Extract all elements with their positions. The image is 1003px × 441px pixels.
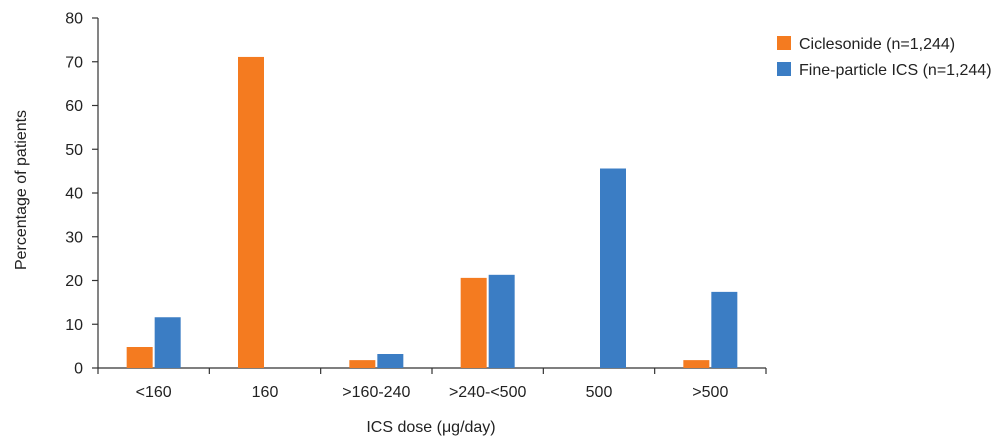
legend-swatch bbox=[777, 36, 791, 50]
y-axis: 0 10 20 30 40 50 60 70 80 bbox=[65, 11, 99, 378]
bars bbox=[126, 56, 738, 368]
bar-ciclesonide bbox=[460, 277, 487, 368]
y-tick-label: 20 bbox=[65, 273, 83, 290]
legend: Ciclesonide (n=1,244) Fine-particle ICS (… bbox=[777, 36, 992, 79]
y-ticks: 0 10 20 30 40 50 60 70 80 bbox=[65, 11, 98, 378]
y-tick-label: 30 bbox=[65, 229, 83, 246]
y-axis-title: Percentage of patients bbox=[13, 110, 30, 270]
bar-fine-particle-ics bbox=[154, 317, 181, 368]
y-tick-label: 80 bbox=[65, 11, 83, 28]
y-tick-label: 40 bbox=[65, 186, 83, 203]
bar-fine-particle-ics bbox=[600, 168, 626, 368]
x-ticks: <160 160 >160-240 >240-<500 500 >500 bbox=[97, 368, 767, 401]
x-tick-label: >160-240 bbox=[342, 384, 410, 401]
legend-swatch bbox=[777, 62, 791, 76]
y-tick-label: 0 bbox=[74, 361, 83, 378]
y-tick-label: 10 bbox=[65, 317, 83, 334]
x-axis-title: ICS dose (μg/day) bbox=[366, 419, 495, 436]
bar-fine-particle-ics bbox=[488, 274, 515, 368]
x-tick-label: 160 bbox=[252, 384, 279, 401]
x-tick-label: >240-<500 bbox=[449, 384, 527, 401]
y-tick-label: 60 bbox=[65, 98, 83, 115]
x-axis: <160 160 >160-240 >240-<500 500 >500 bbox=[97, 367, 767, 401]
bar-fine-particle-ics bbox=[711, 291, 738, 368]
x-tick-label: 500 bbox=[586, 384, 613, 401]
y-tick-label: 50 bbox=[65, 142, 83, 159]
legend-label: Fine-particle ICS (n=1,244) bbox=[799, 62, 992, 79]
bar-ciclesonide bbox=[349, 360, 376, 368]
x-tick-label: >500 bbox=[692, 384, 728, 401]
bar-ciclesonide bbox=[683, 360, 710, 368]
y-tick-label: 70 bbox=[65, 54, 83, 71]
legend-label: Ciclesonide (n=1,244) bbox=[799, 36, 955, 53]
x-tick-label: <160 bbox=[136, 384, 172, 401]
bar-fine-particle-ics bbox=[377, 354, 404, 368]
bar-ciclesonide bbox=[126, 347, 153, 368]
bar-ciclesonide bbox=[238, 56, 264, 368]
